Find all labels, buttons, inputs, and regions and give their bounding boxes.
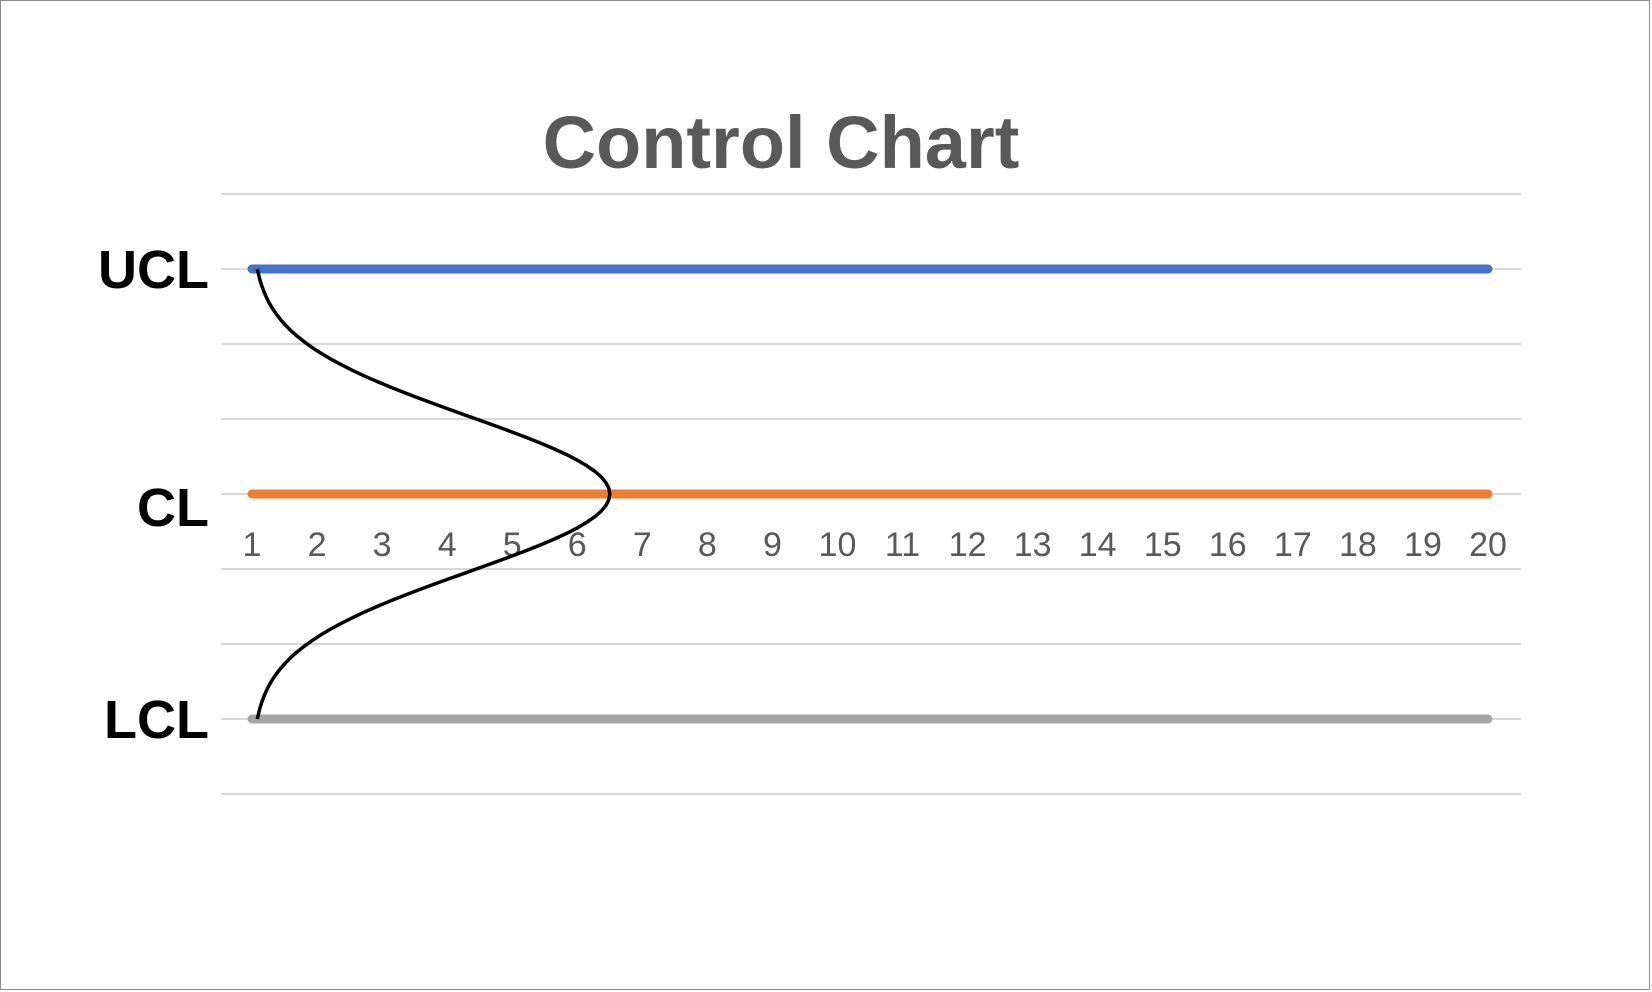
level-label-ucl: UCL bbox=[98, 240, 209, 300]
x-tick-label: 4 bbox=[438, 526, 457, 564]
x-tick-label: 10 bbox=[819, 526, 857, 564]
x-tick-label: 2 bbox=[308, 526, 327, 564]
chart-title: Control Chart bbox=[543, 101, 1020, 184]
x-tick-label: 7 bbox=[633, 526, 652, 564]
x-tick-label: 13 bbox=[1014, 526, 1052, 564]
x-tick-label: 20 bbox=[1469, 526, 1507, 564]
x-tick-label: 9 bbox=[763, 526, 782, 564]
x-tick-label: 11 bbox=[885, 526, 920, 564]
distribution-curve bbox=[255, 268, 612, 720]
level-labels: UCL CL LCL bbox=[98, 240, 209, 750]
level-label-cl: CL bbox=[137, 478, 209, 538]
series-lines bbox=[247, 264, 1493, 724]
bell-curve bbox=[255, 268, 612, 720]
level-label-lcl: LCL bbox=[104, 690, 209, 750]
x-tick-label: 14 bbox=[1079, 526, 1117, 564]
x-tick-label: 18 bbox=[1339, 526, 1377, 564]
x-tick-label: 12 bbox=[949, 526, 987, 564]
x-tick-label: 1 bbox=[243, 526, 262, 564]
x-tick-label: 8 bbox=[698, 526, 717, 564]
x-tick-label: 17 bbox=[1274, 526, 1312, 564]
x-tick-label: 16 bbox=[1209, 526, 1247, 564]
x-tick-labels: 1 2 3 4 5 6 7 8 9 10 11 12 13 14 15 16 17 18 19 20 bbox=[243, 526, 1507, 564]
x-tick-label: 3 bbox=[373, 526, 392, 564]
x-tick-label: 6 bbox=[568, 526, 587, 564]
x-tick-label: 15 bbox=[1144, 526, 1182, 564]
x-tick-label: 19 bbox=[1404, 526, 1442, 564]
